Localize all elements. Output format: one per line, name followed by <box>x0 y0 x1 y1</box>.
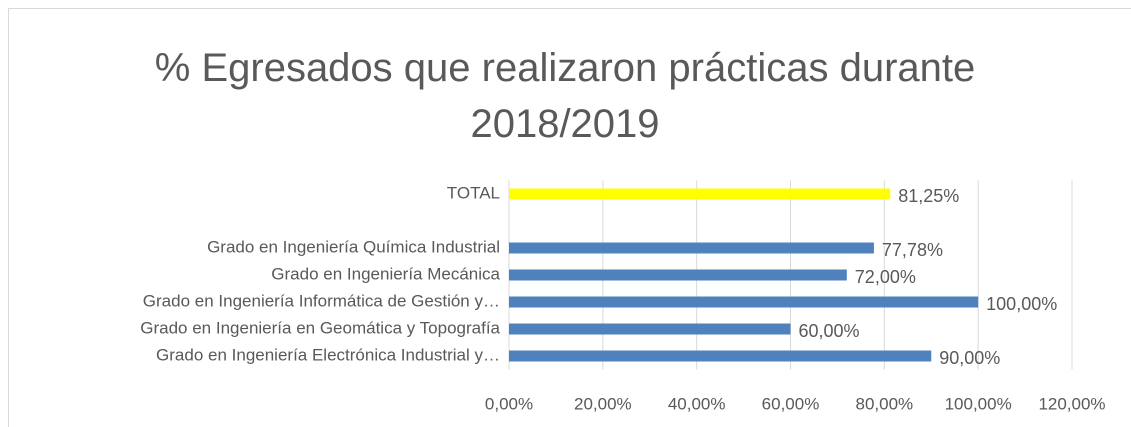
y-tick-label: Grado en Ingeniería Química Industrial <box>207 237 500 256</box>
x-tick-label: 100,00% <box>945 394 1012 413</box>
x-tick-label: 0,00% <box>485 394 533 413</box>
x-tick-label: 60,00% <box>762 394 820 413</box>
x-tick-label: 120,00% <box>1038 394 1105 413</box>
y-tick-label: Grado en Ingeniería en Geomática y Topog… <box>140 318 500 337</box>
x-tick-label: 40,00% <box>668 394 726 413</box>
data-label: 60,00% <box>799 321 860 341</box>
y-tick-label: Grado en Ingeniería Informática de Gesti… <box>143 291 500 310</box>
chart-title: % Egresados que realizaron prácticas dur… <box>154 46 976 146</box>
chart-border <box>8 8 1131 427</box>
data-label: 100,00% <box>986 294 1057 314</box>
bar <box>509 350 932 362</box>
bar <box>509 188 891 200</box>
bar <box>509 269 847 281</box>
data-label: 72,00% <box>855 267 916 287</box>
y-tick-label: Grado en Ingeniería Electrónica Industri… <box>156 345 500 364</box>
y-tick-label: Grado en Ingeniería Mecánica <box>271 264 500 283</box>
data-label: 77,78% <box>882 240 943 260</box>
x-tick-label: 80,00% <box>855 394 913 413</box>
data-label: 81,25% <box>898 186 959 206</box>
bar <box>509 296 979 308</box>
y-tick-label: TOTAL <box>447 183 500 202</box>
x-tick-label: 20,00% <box>574 394 632 413</box>
bar <box>509 242 874 254</box>
data-label: 90,00% <box>939 348 1000 368</box>
bar <box>509 323 791 335</box>
